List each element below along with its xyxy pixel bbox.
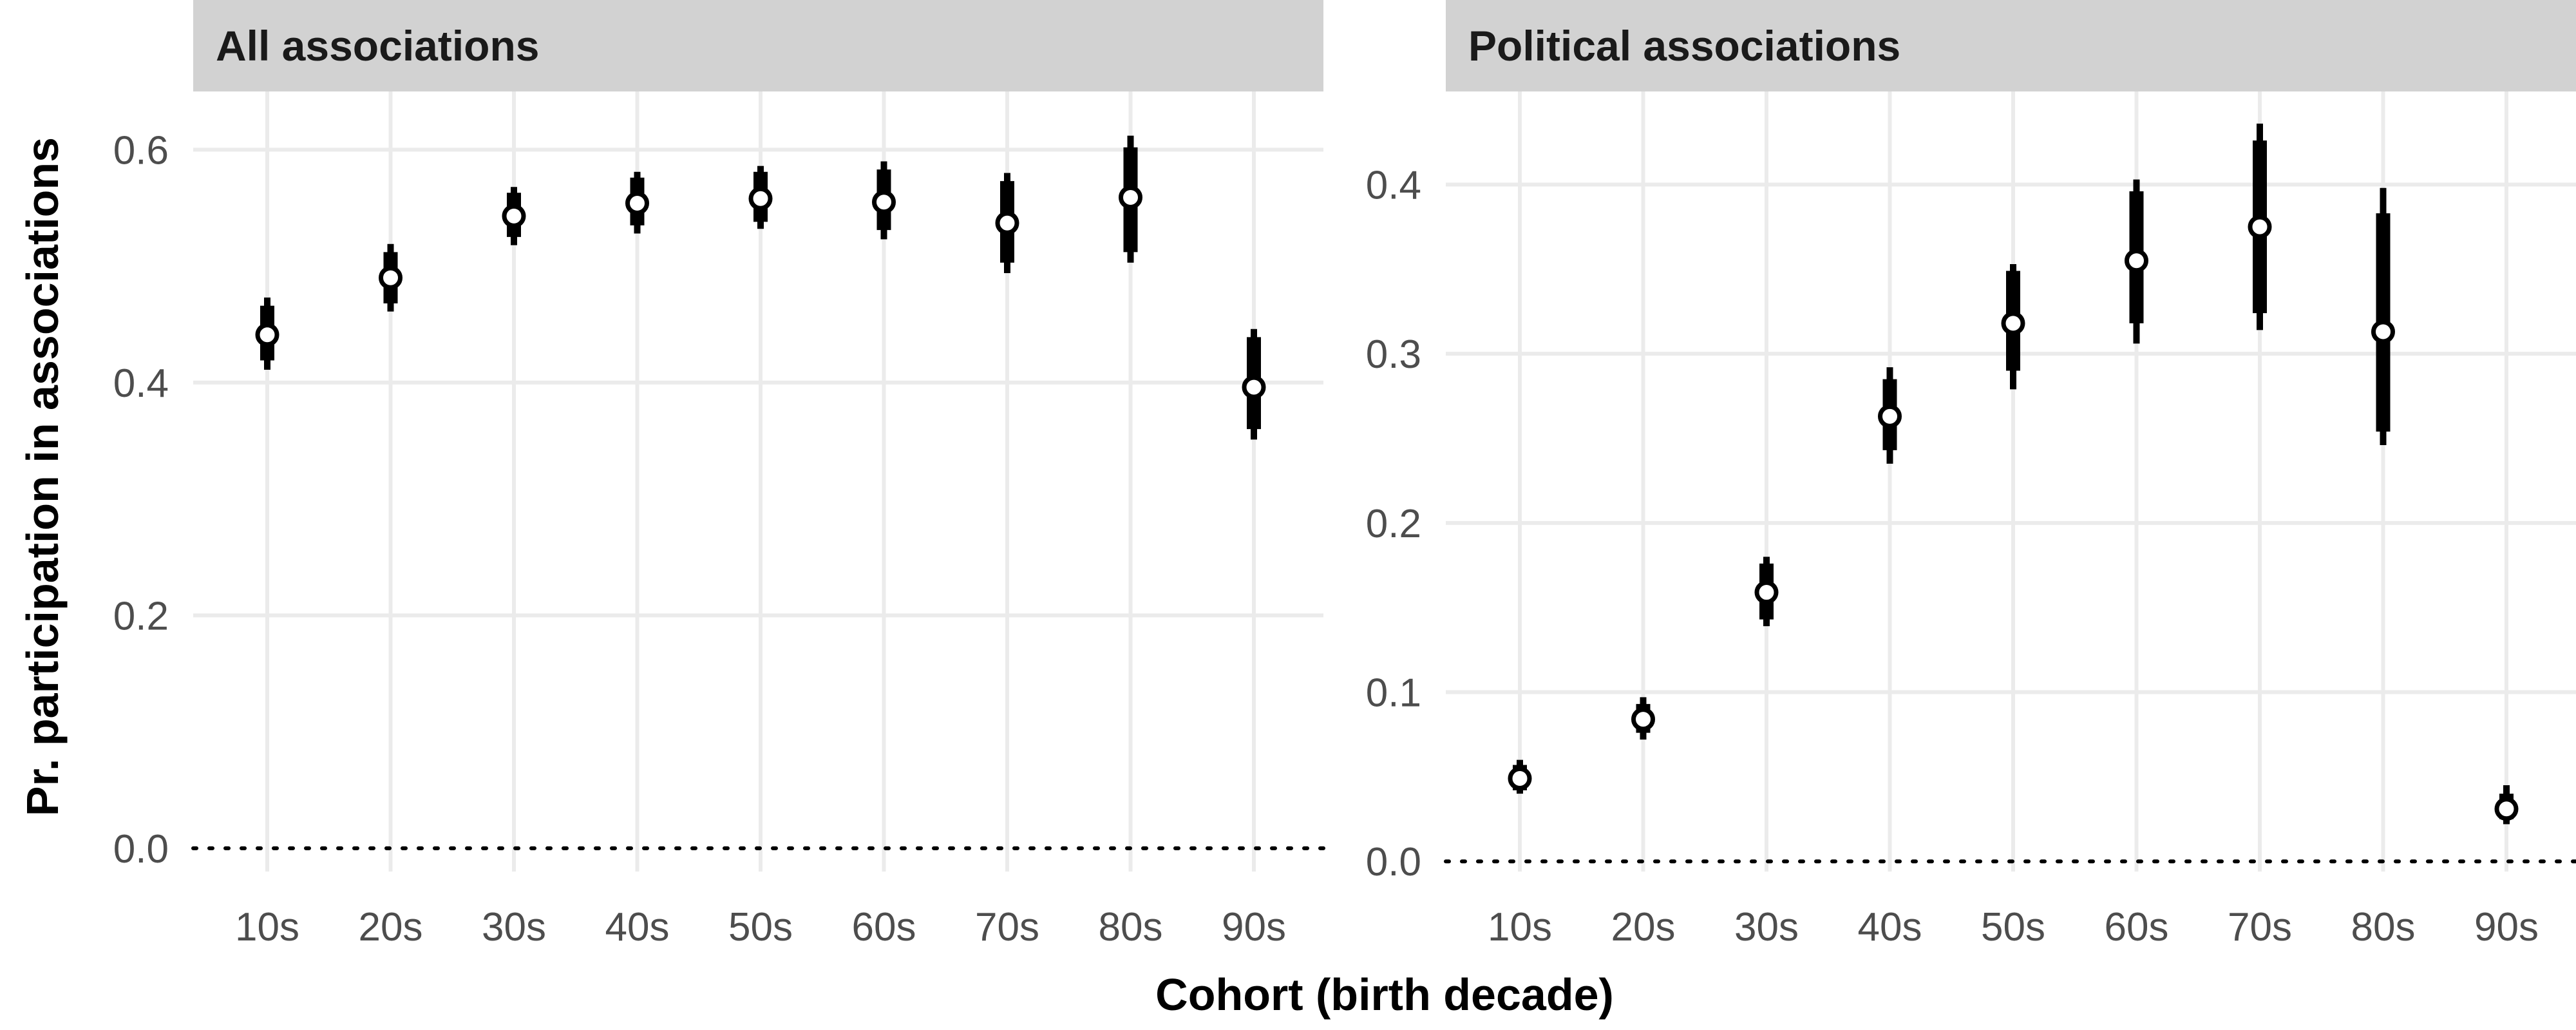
point-estimate xyxy=(2494,797,2519,821)
y-axis-title: Pr. participation in associations xyxy=(17,137,68,816)
point-estimate xyxy=(2001,311,2025,336)
y-tick-label: 0.6 xyxy=(113,128,169,173)
x-tick-label: 20s xyxy=(359,905,423,949)
panel-political-associations: Political associations 0.0 0.1 0.2 0.3 0.4 1… xyxy=(1366,0,2576,949)
x-tick-label: 80s xyxy=(1099,905,1163,949)
y-tick-label: 0.2 xyxy=(1366,502,1421,546)
x-axis-title: Cohort (birth decade) xyxy=(1155,969,1614,1020)
point-estimate xyxy=(1754,580,1779,605)
panel-title: All associations xyxy=(216,22,540,70)
y-tick-label: 0.4 xyxy=(1366,163,1421,207)
y-tick-label: 0.2 xyxy=(113,594,169,638)
x-tick-label: 40s xyxy=(605,905,670,949)
x-tick-label: 70s xyxy=(2228,905,2292,949)
gridlines xyxy=(1446,91,2576,872)
x-tick-label: 60s xyxy=(2105,905,2169,949)
point-estimate xyxy=(1878,404,1902,428)
point-estimate xyxy=(1119,185,1142,209)
point-estimate xyxy=(2125,249,2148,273)
x-tick-label: 30s xyxy=(1734,905,1799,949)
y-axis: 0.0 0.2 0.4 0.6 xyxy=(113,128,169,871)
x-tick-label: 60s xyxy=(852,905,916,949)
point-estimate xyxy=(2371,319,2395,344)
x-tick-label: 50s xyxy=(728,905,793,949)
x-axis: 10s 20s 30s 40s 50s 60s 70s 80s 90s xyxy=(1488,905,2539,949)
panel-strip xyxy=(193,0,1323,91)
panel-title: Political associations xyxy=(1468,22,1900,70)
point-estimate xyxy=(255,323,279,347)
point-estimate xyxy=(1508,767,1532,791)
point-ranges xyxy=(1508,123,2519,825)
point-estimate xyxy=(379,265,402,290)
x-tick-label: 90s xyxy=(2474,905,2539,949)
point-estimate xyxy=(625,191,649,216)
y-tick-label: 0.4 xyxy=(113,361,169,406)
point-estimate xyxy=(1242,375,1266,399)
x-tick-label: 90s xyxy=(1222,905,1286,949)
x-tick-label: 40s xyxy=(1858,905,1922,949)
point-estimate xyxy=(872,190,896,215)
x-tick-label: 30s xyxy=(482,905,546,949)
x-tick-label: 50s xyxy=(1981,905,2045,949)
y-axis: 0.0 0.1 0.2 0.3 0.4 xyxy=(1366,163,1421,884)
x-tick-label: 10s xyxy=(235,905,299,949)
x-tick-label: 10s xyxy=(1488,905,1552,949)
x-axis: 10s 20s 30s 40s 50s 60s 70s 80s 90s xyxy=(235,905,1286,949)
point-estimate xyxy=(995,211,1019,235)
y-tick-label: 0.1 xyxy=(1366,671,1421,716)
y-tick-label: 0.0 xyxy=(1366,840,1421,884)
panel-strip xyxy=(1446,0,2576,91)
point-estimate xyxy=(502,204,526,228)
point-ranges xyxy=(255,135,1266,440)
y-tick-label: 0.0 xyxy=(113,827,169,872)
y-tick-label: 0.3 xyxy=(1366,332,1421,377)
x-tick-label: 80s xyxy=(2351,905,2416,949)
point-estimate xyxy=(2248,215,2272,239)
point-estimate xyxy=(1631,707,1655,732)
x-tick-label: 70s xyxy=(975,905,1039,949)
point-estimate xyxy=(748,186,773,211)
x-tick-label: 20s xyxy=(1611,905,1676,949)
panel-all-associations: All associations 0.0 0.2 0.4 0.6 10s 20s 30s 4… xyxy=(113,0,1325,949)
